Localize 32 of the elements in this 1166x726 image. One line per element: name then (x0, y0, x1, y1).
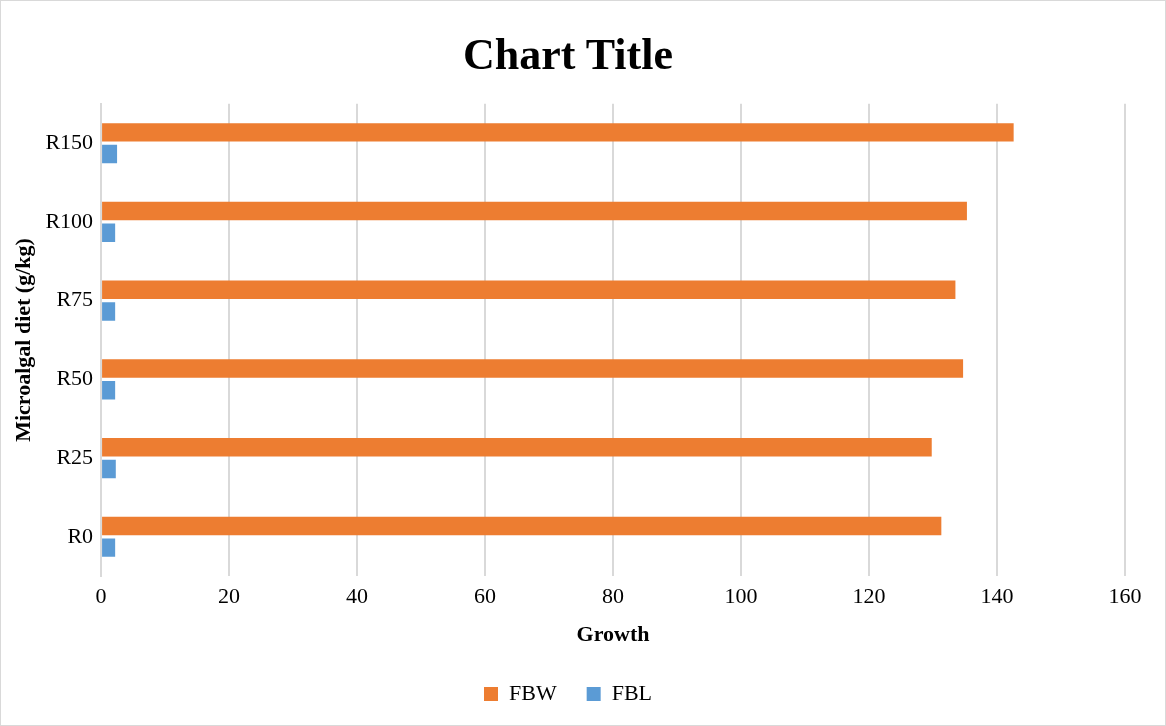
x-tick-label: 140 (980, 583, 1014, 609)
x-tick-label: 160 (1108, 583, 1142, 609)
y-tick-label: R25 (56, 443, 94, 469)
x-tick-label: 20 (218, 583, 241, 609)
y-tick-label: R50 (56, 365, 94, 391)
x-tick-label: 80 (602, 583, 625, 609)
bar (102, 359, 964, 378)
bar (102, 144, 118, 164)
x-tick-label: 120 (852, 583, 886, 609)
x-axis-title: Growth (576, 621, 650, 647)
bar (102, 280, 956, 300)
y-tick-label: R150 (45, 128, 94, 154)
x-tick-label: 60 (474, 583, 497, 609)
y-tick-label: R100 (45, 207, 94, 233)
y-tick-label: R0 (67, 522, 94, 548)
bar (102, 223, 116, 242)
bar (102, 516, 942, 536)
bar (102, 302, 116, 321)
x-tick-label: 100 (724, 583, 758, 609)
legend-label: FBW (508, 679, 557, 705)
y-tick-label: R75 (56, 286, 94, 312)
x-tick-label: 40 (346, 583, 369, 609)
bar (102, 538, 116, 557)
chart-title: Chart Title (463, 29, 673, 79)
legend-label: FBL (611, 679, 653, 705)
y-axis-title: Microalgal diet (g/kg) (9, 238, 35, 442)
bar (102, 459, 116, 479)
bar (102, 380, 116, 400)
bar (102, 201, 967, 221)
x-tick-label: 0 (95, 583, 107, 609)
bar (102, 123, 1014, 142)
bar (102, 438, 932, 457)
